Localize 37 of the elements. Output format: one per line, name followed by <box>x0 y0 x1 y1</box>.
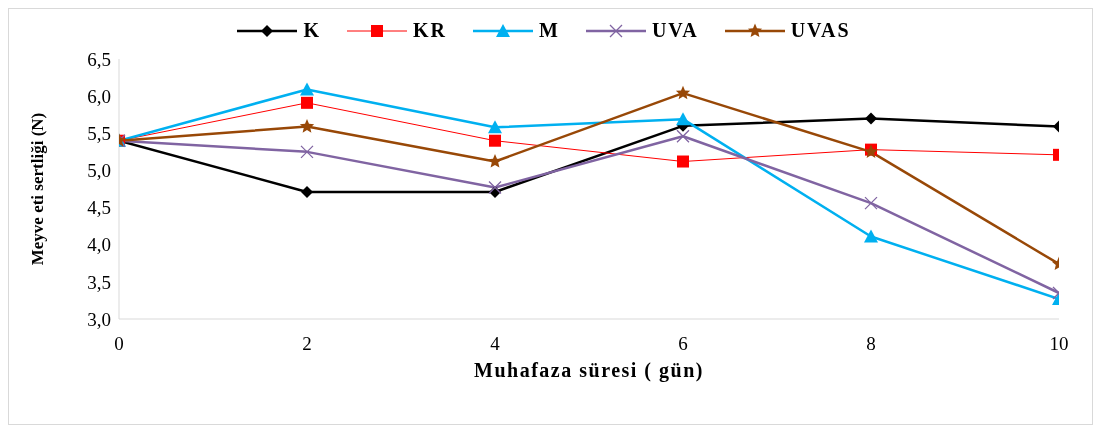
y-tick-label: 6,0 <box>87 85 111 107</box>
point <box>676 129 690 143</box>
x-tick-label: 4 <box>490 333 501 355</box>
x-tick-label: 8 <box>866 333 876 355</box>
y-axis-title: Meyve eti sertliği (N) <box>28 112 48 266</box>
y-tick-label: 5,5 <box>87 123 111 145</box>
legend-label: UVAS <box>790 19 851 42</box>
point <box>865 112 877 125</box>
x-tick-label: 0 <box>114 333 124 355</box>
point <box>487 154 503 168</box>
point <box>300 145 314 159</box>
x-tick-label: 10 <box>1049 333 1069 355</box>
y-tick-label: 4,0 <box>87 234 111 256</box>
y-tick-label: 3,5 <box>87 271 111 293</box>
y-tick-label: 5,0 <box>87 160 111 182</box>
point <box>488 120 502 134</box>
y-tick-label: 4,5 <box>87 197 111 219</box>
x-tick-label: 6 <box>678 333 688 355</box>
legend-label: KR <box>413 19 448 42</box>
point <box>301 185 313 198</box>
x-axis-title: Muhafaza süresi ( gün) <box>474 359 704 382</box>
point <box>299 119 315 133</box>
point <box>300 82 314 96</box>
y-tick-label: 3,0 <box>87 308 111 330</box>
point <box>864 196 878 210</box>
point <box>676 112 690 126</box>
legend-label: M <box>539 19 560 42</box>
y-tick-label: 6,5 <box>87 48 111 70</box>
point <box>677 155 689 168</box>
legend-label: UVA <box>651 19 699 42</box>
point <box>489 134 501 147</box>
legend-label: K <box>303 19 322 42</box>
point <box>675 85 691 100</box>
x-tick-label: 2 <box>302 333 312 355</box>
point <box>488 180 502 195</box>
point <box>301 96 313 109</box>
point <box>864 229 878 243</box>
